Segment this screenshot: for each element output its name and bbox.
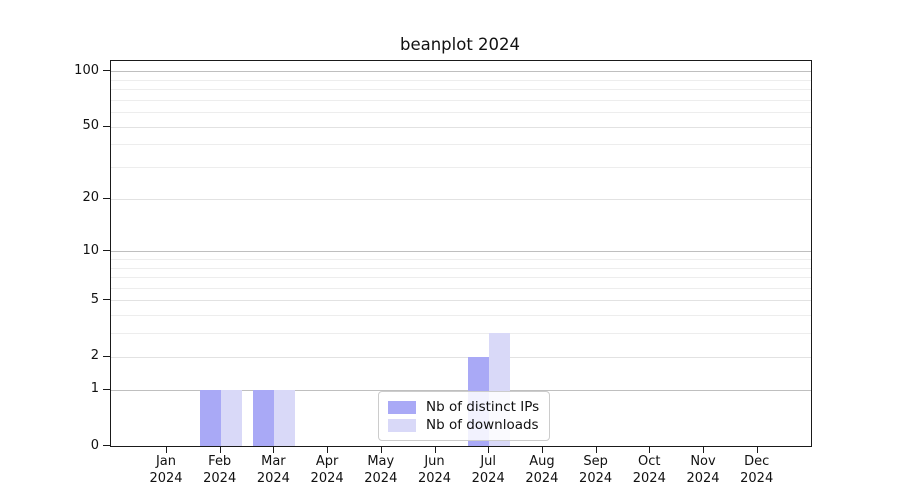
x-tick xyxy=(327,446,329,453)
y-tick-label: 20 xyxy=(82,190,99,206)
major-gridline xyxy=(111,389,811,391)
y-tick-label: 10 xyxy=(82,242,99,258)
major-gridline xyxy=(111,126,811,128)
y-tick xyxy=(103,197,110,199)
y-tick-label: 0 xyxy=(90,437,99,453)
y-tick xyxy=(103,355,110,357)
minor-gridline xyxy=(111,315,811,317)
x-tick-label: Oct 2024 xyxy=(632,454,666,486)
x-tick xyxy=(649,446,651,453)
x-tick-label: Apr 2024 xyxy=(310,454,344,486)
minor-gridline xyxy=(111,267,811,269)
y-tick xyxy=(103,125,110,127)
x-tick xyxy=(166,446,167,453)
x-tick-label: Nov 2024 xyxy=(686,454,720,486)
bar-downloads xyxy=(274,389,296,446)
y-tick xyxy=(103,250,110,252)
major-gridline xyxy=(111,71,811,72)
major-gridline xyxy=(111,251,811,253)
minor-gridline xyxy=(111,88,811,90)
x-tick-label: Mar 2024 xyxy=(256,454,290,486)
legend-item: Nb of distinct IPs xyxy=(388,398,539,416)
x-tick xyxy=(219,446,221,453)
y-tick-label: 100 xyxy=(74,62,99,78)
x-tick xyxy=(273,446,275,453)
minor-gridline xyxy=(111,287,811,289)
x-tick xyxy=(595,446,597,453)
minor-gridline xyxy=(111,277,811,278)
y-tick xyxy=(103,445,110,446)
minor-gridline xyxy=(111,333,811,335)
x-tick-label: Jul 2024 xyxy=(471,454,505,486)
y-tick-label: 1 xyxy=(90,381,99,397)
bars-layer xyxy=(111,61,811,446)
x-tick xyxy=(541,446,543,453)
x-tick xyxy=(380,446,382,453)
legend-item: Nb of downloads xyxy=(388,416,539,434)
x-tick-label: Jan 2024 xyxy=(149,454,183,486)
legend-swatch xyxy=(388,418,416,432)
x-tick-label: May 2024 xyxy=(364,454,398,486)
x-tick-label: Aug 2024 xyxy=(525,454,559,486)
bar-downloads xyxy=(220,389,242,446)
major-gridline xyxy=(111,356,811,358)
x-tick-label: Jun 2024 xyxy=(417,454,452,486)
y-tick-label: 50 xyxy=(82,118,99,133)
y-tick xyxy=(103,388,110,390)
gridlines-layer xyxy=(111,61,811,446)
major-gridline xyxy=(111,198,811,200)
x-tick-label: Dec 2024 xyxy=(740,454,774,486)
minor-gridline xyxy=(111,79,811,81)
x-tick xyxy=(703,446,704,453)
x-tick xyxy=(756,446,758,453)
bar-distinct-ips xyxy=(199,389,221,446)
legend: Nb of distinct IPs Nb of downloads xyxy=(378,391,551,441)
minor-gridline xyxy=(111,99,811,101)
minor-gridline xyxy=(111,144,811,146)
y-tick-label: 2 xyxy=(90,348,99,364)
y-tick-label: 5 xyxy=(90,291,99,307)
y-tick xyxy=(103,299,110,301)
x-tick-label: Feb 2024 xyxy=(203,454,237,486)
minor-gridline xyxy=(111,258,811,260)
bar-distinct-ips xyxy=(253,389,275,446)
chart-title: beanplot 2024 xyxy=(399,35,521,54)
minor-gridline xyxy=(111,167,811,168)
x-tick xyxy=(488,446,490,453)
x-tick-label: Sep 2024 xyxy=(579,454,613,486)
legend-swatch xyxy=(388,400,416,414)
plot-area: Nb of distinct IPs Nb of downloads xyxy=(110,60,812,447)
major-gridline xyxy=(111,300,811,302)
y-tick xyxy=(103,70,110,71)
legend-label: Nb of distinct IPs xyxy=(426,399,540,415)
x-tick xyxy=(434,446,436,453)
minor-gridline xyxy=(111,112,811,113)
legend-label: Nb of downloads xyxy=(426,417,539,433)
